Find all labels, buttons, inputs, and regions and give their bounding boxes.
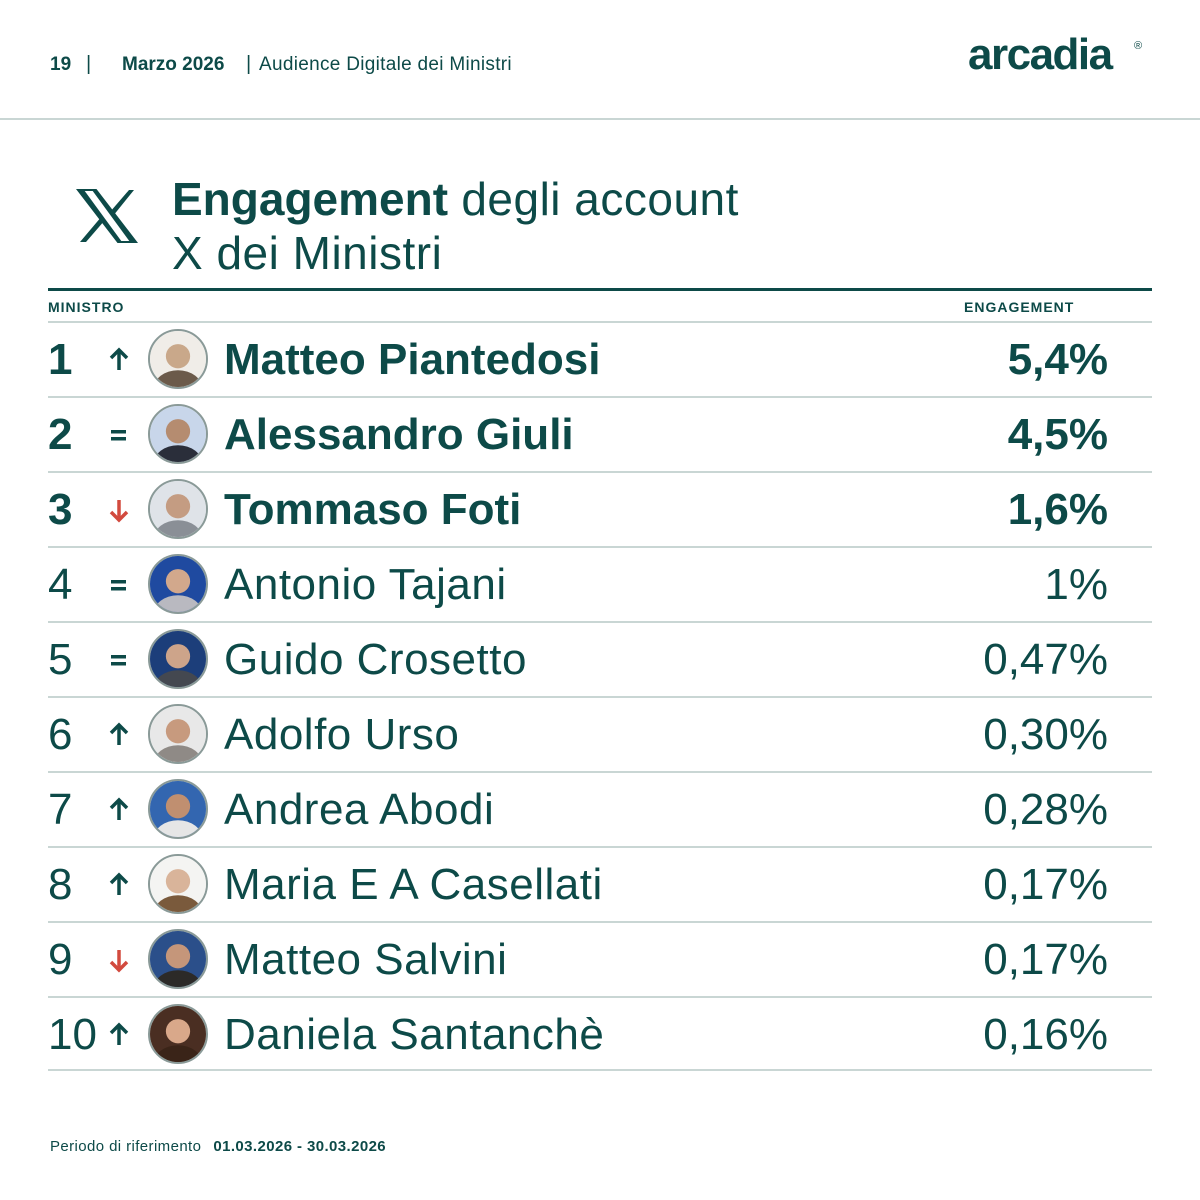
section-title: Engagement degli account [172, 172, 739, 226]
trend-down-icon [106, 493, 132, 527]
x-logo-icon [76, 189, 138, 243]
column-header-minister: MINISTRO [48, 299, 125, 315]
table-row: 3 Tommaso Foti 1,6% [48, 471, 1152, 546]
table-row: 1 Matteo Piantedosi 5,4% [48, 321, 1152, 396]
table-row: 8 Maria E A Casellati 0,17% [48, 846, 1152, 921]
report-title: Audience Digitale dei Ministri [259, 54, 512, 75]
avatar [148, 404, 208, 464]
engagement-value: 0,28% [983, 785, 1108, 834]
table-row: 5 Guido Crosetto 0,47% [48, 621, 1152, 696]
rank-number: 9 [48, 935, 73, 984]
avatar [148, 779, 208, 839]
rank-number: 3 [48, 485, 73, 534]
avatar [148, 854, 208, 914]
reference-period: Periodo di riferimento 01.03.2026 - 30.03… [50, 1138, 386, 1155]
engagement-value: 1% [1044, 560, 1108, 609]
trend-equal-icon [106, 418, 132, 452]
minister-name: Alessandro Giuli [224, 410, 574, 459]
engagement-value: 0,17% [983, 860, 1108, 909]
table-row: 2 Alessandro Giuli 4,5% [48, 396, 1152, 471]
avatar [148, 329, 208, 389]
minister-name: Maria E A Casellati [224, 860, 603, 909]
page-header: 19 | Marzo 2026 | Audience Digitale dei … [0, 0, 1200, 120]
title-rest: degli account [448, 173, 739, 225]
reference-period-dates: 01.03.2026 - 30.03.2026 [213, 1138, 387, 1155]
avatar [148, 704, 208, 764]
minister-name: Guido Crosetto [224, 635, 527, 684]
engagement-value: 5,4% [1007, 335, 1108, 384]
trend-down-icon [106, 943, 132, 977]
header-separator: | [246, 53, 252, 75]
table-row: 6 Adolfo Urso 0,30% [48, 696, 1152, 771]
table-row: 10 Daniela Santanchè 0,16% [48, 996, 1152, 1071]
rank-number: 5 [48, 635, 73, 684]
registered-mark: ® [1134, 40, 1143, 52]
ranking-table: 1 Matteo Piantedosi 5,4% 2 Alessandro Giuli 4… [48, 321, 1152, 1071]
reference-period-label: Periodo di riferimento [50, 1138, 202, 1155]
trend-up-icon [106, 793, 132, 827]
minister-name: Tommaso Foti [224, 485, 522, 534]
table-row: 7 Andrea Abodi 0,28% [48, 771, 1152, 846]
engagement-value: 1,6% [1007, 485, 1108, 534]
avatar [148, 929, 208, 989]
trend-up-icon [106, 343, 132, 377]
trend-up-icon [106, 1018, 132, 1052]
engagement-value: 0,30% [983, 710, 1108, 759]
arcadia-logo: arcadia [968, 30, 1113, 79]
avatar [148, 629, 208, 689]
engagement-value: 4,5% [1007, 410, 1108, 459]
avatar [148, 1004, 208, 1064]
trend-equal-icon [106, 568, 132, 602]
avatar [148, 554, 208, 614]
report-month: Marzo 2026 [122, 54, 225, 75]
table-row: 4 Antonio Tajani 1% [48, 546, 1152, 621]
page-number: 19 [50, 54, 72, 75]
minister-name: Adolfo Urso [224, 710, 460, 759]
rank-number: 4 [48, 560, 73, 609]
column-header-engagement: ENGAGEMENT [964, 299, 1075, 315]
engagement-value: 0,47% [983, 635, 1108, 684]
trend-equal-icon [106, 643, 132, 677]
engagement-value: 0,17% [983, 935, 1108, 984]
rank-number: 6 [48, 710, 73, 759]
minister-name: Daniela Santanchè [224, 1010, 605, 1059]
table-row: 9 Matteo Salvini 0,17% [48, 921, 1152, 996]
rank-number: 7 [48, 785, 73, 834]
minister-name: Matteo Piantedosi [224, 335, 601, 384]
engagement-value: 0,16% [983, 1010, 1108, 1059]
rank-number: 10 [48, 1010, 97, 1059]
rank-number: 2 [48, 410, 73, 459]
trend-up-icon [106, 718, 132, 752]
trend-up-icon [106, 868, 132, 902]
title-bold-part: Engagement [172, 173, 449, 225]
minister-name: Andrea Abodi [224, 785, 495, 834]
minister-name: Antonio Tajani [224, 560, 507, 609]
header-separator: | [86, 53, 92, 75]
avatar [148, 479, 208, 539]
rank-number: 8 [48, 860, 73, 909]
rank-number: 1 [48, 335, 73, 384]
minister-name: Matteo Salvini [224, 935, 508, 984]
table-top-rule [48, 288, 1152, 291]
section-subtitle: X dei Ministri [172, 227, 443, 279]
